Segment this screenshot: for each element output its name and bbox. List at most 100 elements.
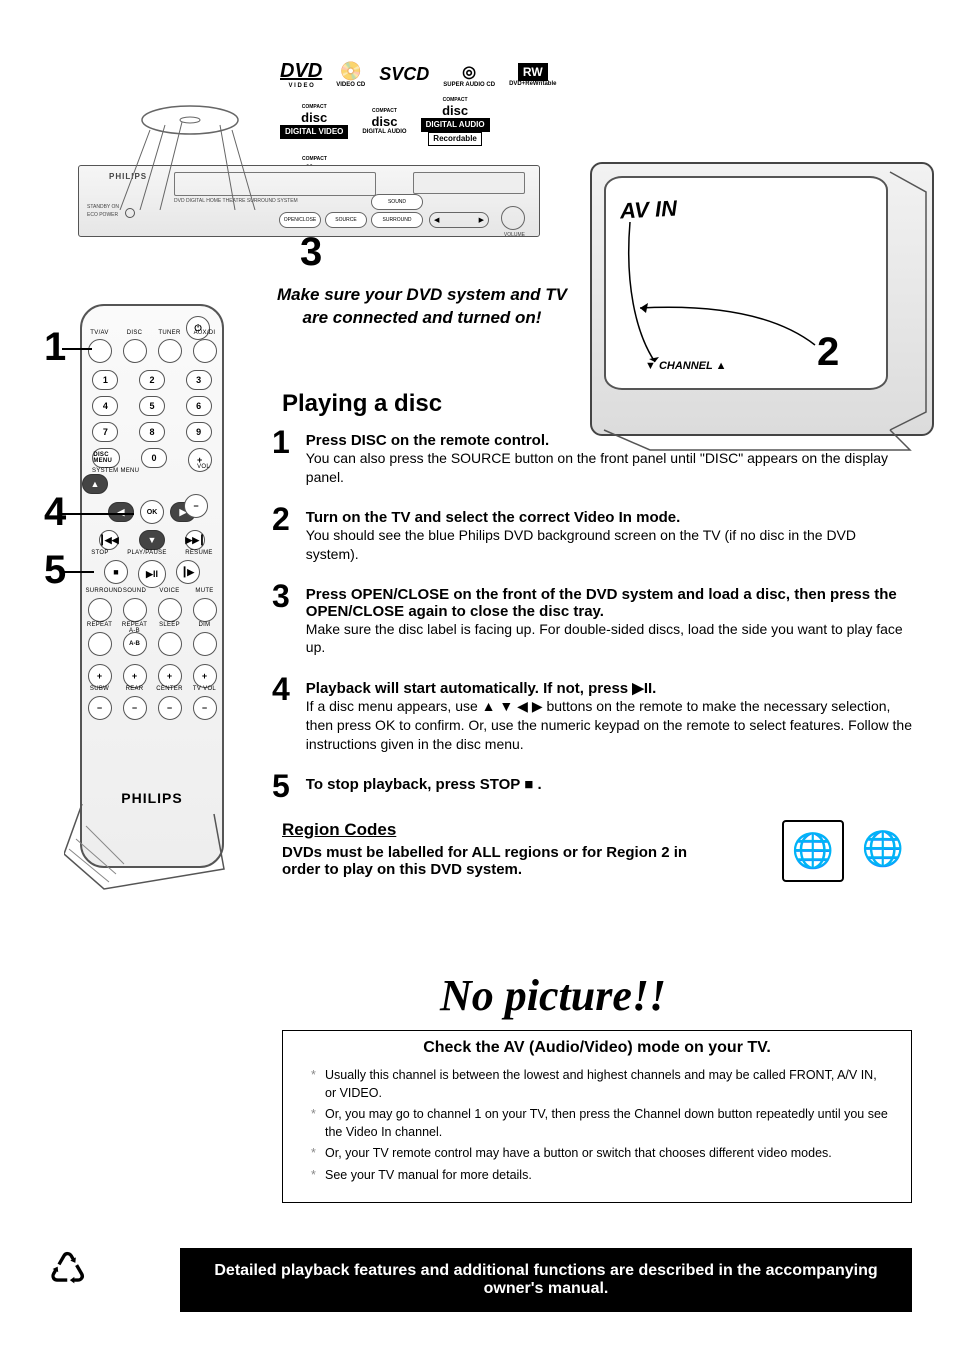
lbl-rear: REAR: [121, 686, 149, 692]
remote-repeat-ab-button: A-B: [123, 632, 147, 656]
steps-list: 1 Press DISC on the remote control. You …: [272, 424, 912, 805]
remote-center-minus: −: [158, 696, 182, 720]
lbl-center: CENTER: [156, 686, 184, 692]
step-2-body: You should see the blue Philips DVD back…: [306, 526, 912, 564]
remote-next-button: ▶▶┃: [185, 530, 205, 550]
remote-center-plus: +: [158, 664, 182, 688]
lbl-stop: STOP: [91, 550, 108, 556]
disc-2: disc: [371, 114, 397, 129]
remote-level-labels: SUBW REAR CENTER TV VOL: [82, 686, 222, 692]
player-prev-next-button: ◀▶: [429, 212, 489, 228]
no-picture-headline: No picture!!: [440, 970, 666, 1021]
sacd-logo: ◎ SUPER AUDIO CD: [443, 62, 495, 88]
cd-da-logo: COMPACT disc DIGITAL AUDIO: [362, 108, 406, 135]
remote-up-button: ▲: [82, 474, 108, 494]
step-1-body: You can also press the SOURCE button on …: [306, 449, 912, 487]
dv-text: DIGITAL VIDEO: [280, 125, 348, 139]
player-open-close-button: OPEN/CLOSE: [279, 212, 321, 228]
dvd-sub: V I D E O: [288, 83, 313, 89]
step-5-num: 5: [272, 768, 290, 805]
source-text: SOURCE: [335, 217, 356, 223]
video-cd-logo: 📀 VIDEO CD: [336, 61, 365, 88]
dar-text: DIGITAL AUDIO: [421, 118, 490, 132]
remote-disc-button: [123, 339, 147, 363]
remote-key-1: 1: [92, 370, 118, 390]
remote-mute-button: [193, 598, 217, 622]
region-globes: 🌐 🌐: [782, 820, 912, 882]
lbl-mute: MUTE: [191, 588, 219, 594]
trouble-bullet-3: Or, your TV remote control may have a bu…: [311, 1145, 891, 1163]
remote-key-8: 8: [139, 422, 165, 442]
player-source-button: SOURCE: [325, 212, 367, 228]
step-2-title: Turn on the TV and select the correct Vi…: [306, 509, 912, 526]
remote-key-9: 9: [186, 422, 212, 442]
vcd-text: VIDEO CD: [336, 82, 365, 88]
remote-source-labels: TV/AV DISC TUNER AUX/DI: [82, 330, 222, 336]
remote-subw-minus: −: [88, 696, 112, 720]
remote-sleep-button: [158, 632, 182, 656]
lbl-tuner: TUNER: [156, 330, 184, 336]
step-5: 5 To stop playback, press STOP ■ .: [272, 768, 912, 805]
svcd-logo: SVCD: [379, 64, 429, 85]
remote-repeat-button: [88, 632, 112, 656]
remote-tvvol-plus: +: [193, 664, 217, 688]
dvd-video-logo: DVD V I D E O: [280, 60, 322, 89]
step-2: 2 Turn on the TV and select the correct …: [272, 501, 912, 564]
player-eco-label: ECO POWER: [87, 212, 118, 218]
step-3-body: Make sure the disc label is facing up. F…: [306, 620, 912, 658]
lbl-voice: VOICE: [156, 588, 184, 594]
stop-icon: ■: [524, 776, 533, 793]
remote-stop-button: ■: [104, 560, 128, 584]
remote-key-4: 4: [92, 396, 118, 416]
remote-playback-buttons: ■ ▶II ┃▶: [82, 560, 222, 588]
lbl-disc: DISC: [121, 330, 149, 336]
sound-text: SOUND: [388, 199, 406, 205]
remote-prev-button: ┃◀◀: [99, 530, 119, 550]
step-4-body: If a disc menu appears, use ▲ ▼ ◀ ▶ butt…: [306, 697, 912, 754]
remote-left-button: ◀: [108, 502, 134, 522]
player-display: [413, 172, 525, 194]
remote-keypad-row3: 7 8 9: [82, 422, 222, 442]
lbl-playpause: PLAY/PAUSE: [127, 550, 166, 556]
remote-rear-minus: −: [123, 696, 147, 720]
region-text: DVDs must be labelled for ALL regions or…: [282, 844, 712, 878]
lbl-surround: SURROUND: [86, 588, 114, 594]
dvd-text: DVD: [280, 60, 322, 83]
remote-levelplus-buttons: + + + +: [82, 664, 222, 688]
trouble-subtitle: Check the AV (Audio/Video) mode on your …: [283, 1031, 911, 1067]
cd-dv-logo: COMPACT disc DIGITAL VIDEO: [280, 104, 348, 139]
remote-rear-plus: +: [123, 664, 147, 688]
step-4-post: .: [652, 680, 656, 697]
disc-1: disc: [301, 110, 327, 125]
globe-glyph-2: 🌐: [862, 829, 904, 869]
remote-vol-down-button: −: [184, 494, 208, 518]
remote-tuner-button: [158, 339, 182, 363]
remote-keypad-row2: 4 5 6: [82, 396, 222, 416]
step-4: 4 Playback will start automatically. If …: [272, 671, 912, 754]
cd-r-logo: COMPACT disc DIGITAL AUDIO Recordable: [421, 97, 490, 146]
remote-source-buttons: [82, 339, 222, 363]
remote-key-3: 3: [186, 370, 212, 390]
player-sound-button: SOUND: [371, 194, 423, 210]
trouble-bullet-1: Usually this channel is between the lowe…: [311, 1067, 891, 1102]
remote-vol-label: VOL: [197, 464, 210, 470]
remote-nav-cluster: ▲ − ◀ OK ▶ ┃◀◀ ▼ ▶▶┃: [82, 474, 222, 550]
remote-subw-plus: +: [88, 664, 112, 688]
step-3: 3 Press OPEN/CLOSE on the front of the D…: [272, 578, 912, 658]
step-5-title: To stop playback, press STOP ■ .: [306, 776, 912, 793]
trouble-bullet-2: Or, you may go to channel 1 on your TV, …: [311, 1106, 891, 1141]
remote-sound-labels: SURROUND SOUND VOICE MUTE: [82, 588, 222, 594]
footer-bar: Detailed playback features and additiona…: [180, 1248, 912, 1312]
intro-text: Make sure your DVD system and TV are con…: [272, 284, 572, 330]
step-4-title: Playback will start automatically. If no…: [306, 679, 912, 697]
surround-text: SURROUND: [383, 217, 412, 223]
globe-glyph-1: 🌐: [792, 831, 834, 871]
player-volume-label: VOLUME: [504, 232, 525, 238]
section-title: Playing a disc: [282, 390, 442, 418]
trouble-bullet-4: See your TV manual for more details.: [311, 1167, 891, 1185]
lbl-resume: RESUME: [185, 550, 212, 556]
remote-key-0: 0: [141, 448, 167, 468]
remote-disc-menu-button: DISC MENU: [92, 448, 120, 468]
remote-auxdi-button: [193, 339, 217, 363]
remote-ok-button: OK: [140, 500, 164, 524]
